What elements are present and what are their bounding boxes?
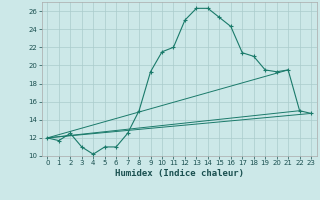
- X-axis label: Humidex (Indice chaleur): Humidex (Indice chaleur): [115, 169, 244, 178]
